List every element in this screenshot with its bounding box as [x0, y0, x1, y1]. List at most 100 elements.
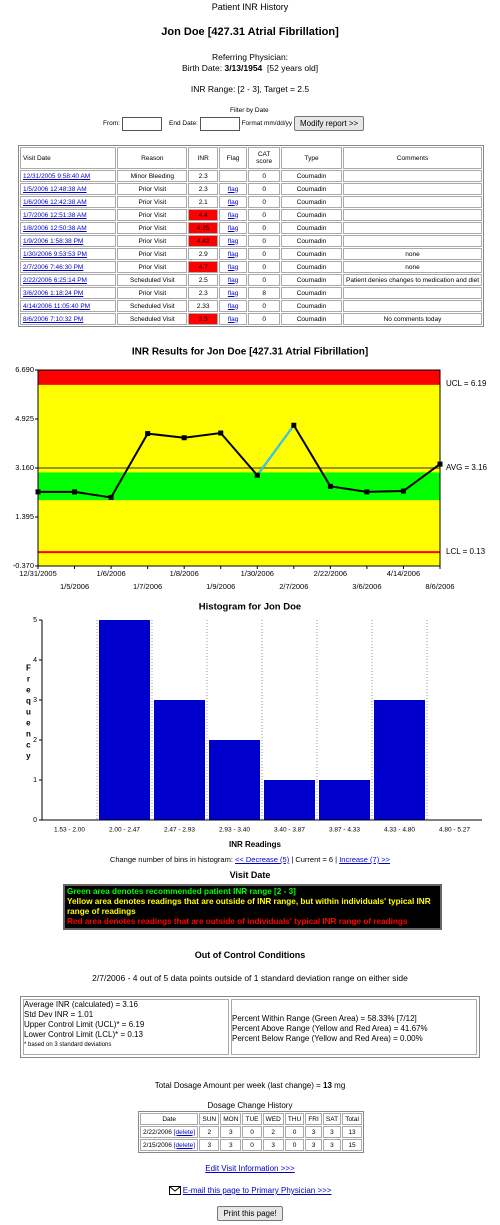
point [327, 483, 333, 489]
cell-text: 3 [271, 1141, 276, 1149]
point [108, 494, 114, 500]
cell-link[interactable]: flag [227, 237, 239, 245]
column-header: CAT score [248, 147, 281, 169]
cell: none [343, 248, 482, 260]
cell-link[interactable]: 1/9/2006 1:58:38 PM [23, 237, 84, 245]
cell-link[interactable]: flag [227, 263, 239, 271]
point [218, 430, 224, 436]
y-tick-label: 0 [33, 817, 37, 824]
cell-link[interactable]: 4/14/2006 11:05:40 PM [23, 302, 91, 310]
stats-box: Average INR (calculated) = 3.16 Std Dev I… [20, 996, 480, 1058]
x-tick-label: 2.00 - 2.47 [109, 827, 140, 834]
cell-link[interactable]: 1/5/2006 12:48:38 AM [23, 185, 87, 193]
cell-link[interactable]: 8/6/2006 7:10:32 PM [23, 315, 84, 323]
stats-left: Average INR (calculated) = 3.16 Std Dev I… [23, 999, 229, 1055]
inr-chart: INR Results for Jon Doe [427.31 Atrial F… [13, 347, 488, 591]
x-tick-label: 4.33 - 4.80 [384, 827, 415, 834]
cell: 2.3 [188, 170, 219, 182]
cell-link[interactable]: 2/7/2006 7:46:30 PM [23, 263, 84, 271]
delete-link[interactable]: [delete] [173, 1141, 196, 1149]
column-header: Comments [343, 147, 482, 169]
edit-link[interactable]: Edit Visit Information >>> [205, 1164, 295, 1173]
cell: flag [219, 196, 248, 208]
cell: Prior Visit [117, 261, 188, 273]
column-header: Total [342, 1113, 362, 1125]
cell: 4.25 [188, 222, 219, 234]
column-header: MON [220, 1113, 242, 1125]
email-link[interactable]: E-mail this page to Primary Physician >>… [182, 1186, 332, 1195]
cell: 2.1 [188, 196, 219, 208]
reference-label: AVG = 3.16 [446, 463, 488, 472]
chart-title: Histogram for Jon Doe [199, 602, 301, 613]
cell-link[interactable]: 1/30/2006 9:53:53 PM [23, 250, 87, 258]
cell: flag [219, 287, 248, 299]
cell-link[interactable]: flag [227, 289, 239, 297]
cell: Coumadin [281, 183, 343, 195]
cell-text: Coumadin [296, 263, 327, 271]
cell: 1/8/2006 12:50:38 AM [20, 222, 117, 234]
cell: 2.3 [188, 287, 219, 299]
cell-text: 3 [311, 1128, 316, 1136]
cell-text: Prior Visit [138, 211, 167, 219]
cell: 13 [342, 1126, 362, 1138]
cell: 8 [248, 287, 281, 299]
cell: 3 [322, 1126, 342, 1138]
cell: 0 [242, 1139, 262, 1151]
column-header: INR [188, 147, 219, 169]
age: [52 years old] [267, 63, 319, 73]
end-input[interactable] [199, 116, 240, 131]
cell-text: Coumadin [296, 276, 327, 284]
cell-link[interactable]: 1/6/2006 12:42:38 AM [23, 198, 87, 206]
column-header: Visit Date [20, 147, 117, 169]
cell-link[interactable]: 1/8/2006 12:50:38 AM [23, 224, 87, 232]
cell-link[interactable]: flag [227, 250, 239, 258]
cell: Coumadin [281, 196, 343, 208]
y-tick-label: 6.690 [15, 365, 34, 374]
column-header: THU [284, 1113, 305, 1125]
bins-decrease[interactable]: << Decrease (5) [235, 855, 290, 864]
cell: 0 [248, 222, 281, 234]
cell: 0 [248, 300, 281, 312]
cell-link[interactable]: 2/22/2006 6:25:14 PM [23, 276, 87, 284]
cell-link[interactable]: 12/31/2005 9:58:40 AM [23, 172, 91, 180]
print-button[interactable]: Print this page! [217, 1206, 283, 1221]
cell-text: 2.3 [198, 185, 208, 193]
plot-frame [37, 369, 441, 567]
cell-text: 2.33 [196, 302, 210, 310]
cell-link[interactable]: flag [227, 315, 239, 323]
cell-text: 3 [207, 1141, 212, 1149]
cell-text: 0 [262, 172, 266, 180]
cell-link[interactable]: flag [227, 185, 239, 193]
bins-increase[interactable]: Increase (7) >> [339, 855, 391, 864]
line-segment [256, 424, 295, 476]
from-input[interactable] [121, 116, 162, 131]
stat-line: Percent Below Range (Yellow and Red Area… [232, 1034, 423, 1043]
x-axis-label: INR Readings [229, 840, 282, 849]
cell: 3 [199, 1139, 220, 1151]
cell-link[interactable]: flag [227, 276, 239, 284]
point [364, 489, 370, 495]
x-tick-label: 2/7/2006 [279, 582, 308, 591]
cell-text: Coumadin [296, 250, 327, 258]
cell-link[interactable]: 3/6/2006 1:18:24 PM [23, 289, 84, 297]
cell-link[interactable]: flag [227, 302, 239, 310]
cell: 0 [248, 261, 281, 273]
cell-text: 3 [229, 1141, 233, 1149]
cell-text: Prior Visit [138, 198, 167, 206]
cell-link[interactable]: 1/7/2006 12:51:38 AM [23, 211, 87, 219]
cell-text: 13 [348, 1128, 356, 1136]
delete-link[interactable]: [delete] [173, 1128, 196, 1136]
cell: 1/30/2006 9:53:53 PM [20, 248, 117, 260]
cell-link[interactable]: flag [227, 211, 239, 219]
cell-text: 2.9 [198, 250, 208, 258]
ooc-text: 2/7/2006 - 4 out of 5 data points outsid… [92, 973, 408, 983]
x-tick-label: 1/6/2006 [96, 569, 125, 578]
cell-text: Scheduled Visit [129, 302, 175, 310]
dosage-title: Dosage Change History [207, 1101, 293, 1110]
cell-link[interactable]: flag [227, 224, 239, 232]
bins-current: | Current = 6 | [291, 855, 338, 864]
envelope-icon [168, 1186, 181, 1196]
cell-text: 0 [262, 302, 266, 310]
modify-button[interactable]: Modify report >> [293, 116, 365, 131]
cell-link[interactable]: flag [227, 198, 239, 206]
